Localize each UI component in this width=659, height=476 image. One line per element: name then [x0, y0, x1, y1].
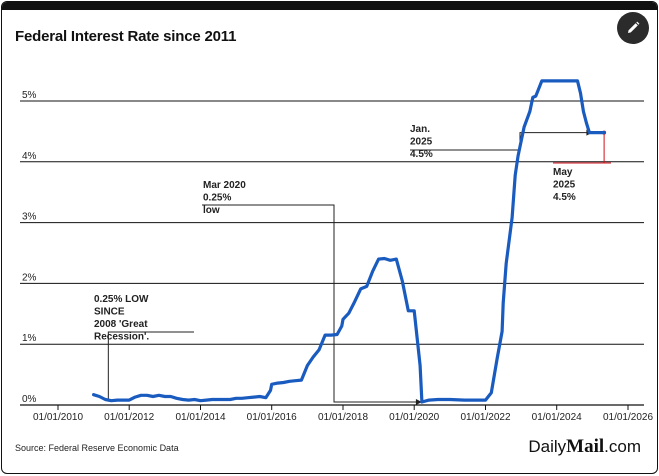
y-tick-label: 1%: [22, 333, 37, 344]
x-tick-label: 01/01/2024: [532, 412, 582, 423]
annotation-label: 0.25% LOW SINCE 2008 'Great Recession'.: [94, 294, 149, 343]
x-tick-label: 01/01/2014: [175, 412, 225, 423]
brand-logo: DailyMail.com: [528, 436, 641, 458]
y-tick-label: 2%: [22, 272, 37, 283]
y-tick-label: 5%: [22, 90, 37, 101]
x-tick-label: 01/01/2012: [104, 412, 154, 423]
annotation-label: Jan. 2025 4.5%: [410, 124, 433, 160]
y-tick-label: 0%: [22, 394, 37, 405]
annotation-leader: [202, 204, 420, 403]
x-tick-label: 01/01/2026: [603, 412, 653, 423]
annotation-label: May 2025 4.5%: [553, 167, 576, 203]
page-title: Federal Interest Rate since 2011: [15, 28, 237, 45]
edit-button[interactable]: [617, 12, 649, 44]
annotation-leader: [410, 132, 591, 151]
annotation-leader: [107, 331, 194, 401]
pencil-icon: [628, 21, 640, 33]
y-tick-label: 3%: [22, 212, 37, 223]
annotation-arrowhead: [415, 398, 422, 405]
annotation-label: Mar 2020 0.25% low: [203, 180, 246, 216]
x-tick-label: 01/01/2016: [247, 412, 297, 423]
y-tick-label: 4%: [22, 151, 37, 162]
series-line: [92, 79, 606, 404]
x-tick-label: 01/01/2020: [389, 412, 439, 423]
x-tick-label: 01/01/2022: [460, 412, 510, 423]
x-tick-label: 01/01/2018: [318, 412, 368, 423]
x-tick-label: 01/01/2010: [33, 412, 83, 423]
source-note: Source: Federal Reserve Economic Data: [15, 443, 179, 453]
brand-main: Mail: [566, 436, 605, 457]
brand-prefix: Daily: [528, 437, 567, 456]
brand-suffix: .com: [604, 437, 641, 456]
